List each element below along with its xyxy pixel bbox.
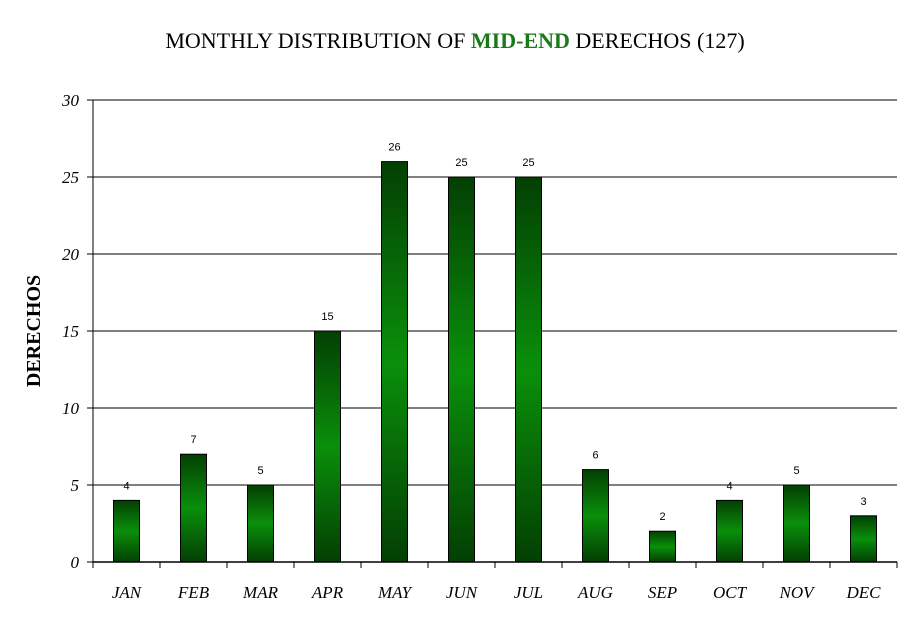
y-tick-label: 5 (71, 476, 80, 495)
data-label-jun: 25 (455, 157, 467, 169)
x-tick-label: SEP (648, 583, 677, 602)
y-axis-label: DERECHOS (23, 275, 45, 387)
y-tick-label: 0 (71, 553, 80, 572)
bar-jun (448, 176, 475, 563)
data-label-aug: 6 (592, 450, 598, 462)
bar-nov (783, 484, 810, 563)
data-label-oct: 4 (726, 480, 732, 492)
chart-title-highlight: MID-END (471, 28, 570, 53)
chart-title: MONTHLY DISTRIBUTION OF MID-END DERECHOS… (165, 28, 744, 53)
x-tick-label: JUL (514, 583, 543, 602)
y-tick-label: 20 (62, 245, 80, 264)
bar-oct (716, 499, 743, 563)
data-label-jan: 4 (123, 480, 129, 492)
data-label-may: 26 (388, 142, 400, 154)
x-tick-label: FEB (177, 583, 210, 602)
bar-jan (113, 499, 140, 563)
bar-dec (850, 515, 877, 563)
data-labels: 4 7 5 15 26 25 25 6 2 4 5 3 (123, 142, 866, 524)
data-label-mar: 5 (257, 465, 263, 477)
x-tick-label: AUG (577, 583, 613, 602)
x-tick-label: JAN (112, 583, 143, 602)
y-axis-ticks: 0 5 10 15 20 25 30 (61, 91, 93, 572)
bar-may (381, 161, 408, 563)
chart-title-part: MONTHLY DISTRIBUTION OF (165, 28, 471, 53)
chart-title-part: DERECHOS (127) (570, 28, 745, 53)
bar-feb (180, 453, 207, 563)
x-tick-label: MAR (242, 583, 279, 602)
bar-apr (314, 330, 341, 563)
y-tick-label: 15 (62, 322, 79, 341)
axes (92, 100, 897, 563)
data-label-dec: 3 (860, 496, 866, 508)
y-tick-label: 25 (62, 168, 79, 187)
bar-jul (515, 176, 542, 563)
x-tick-label: OCT (713, 583, 748, 602)
y-tick-label: 10 (62, 399, 80, 418)
y-tick-label: 30 (61, 91, 80, 110)
data-label-apr: 15 (321, 311, 333, 323)
data-label-sep: 2 (659, 511, 665, 523)
gridlines (93, 99, 897, 486)
x-tick-label: APR (311, 583, 344, 602)
x-tick-label: DEC (846, 583, 882, 602)
data-label-nov: 5 (793, 465, 799, 477)
data-label-jul: 25 (522, 157, 534, 169)
x-tick-label: NOV (779, 583, 817, 602)
bars (113, 161, 877, 563)
bar-sep (649, 530, 676, 563)
bar-mar (247, 484, 274, 563)
x-axis-ticks: JAN FEB MAR APR MAY JUN JUL AUG SEP OCT NOV DEC (92, 562, 898, 602)
data-label-feb: 7 (190, 434, 196, 446)
x-tick-label: MAY (377, 583, 413, 602)
bar-aug (582, 469, 609, 563)
x-tick-label: JUN (446, 583, 479, 602)
